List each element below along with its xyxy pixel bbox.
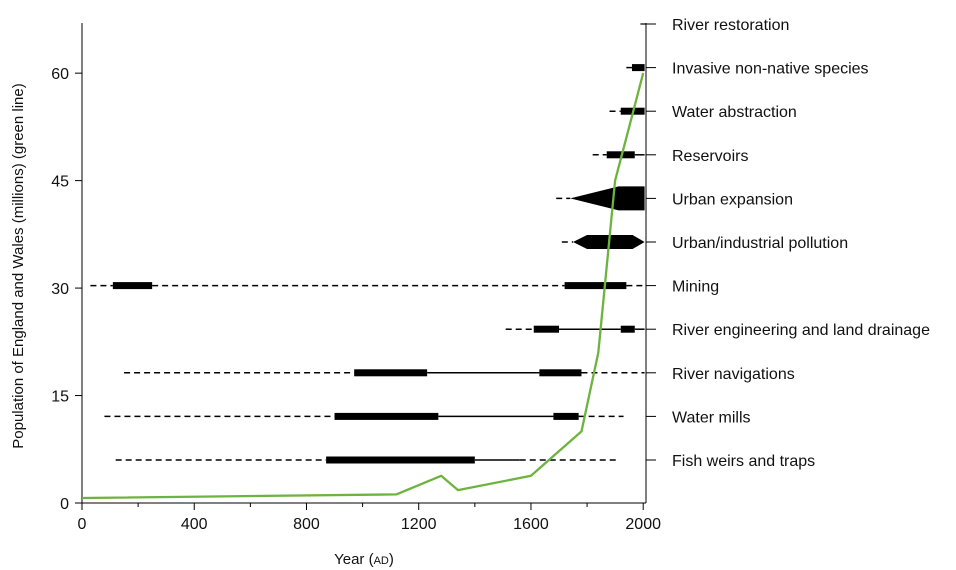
pressure-label: Water abstraction	[672, 104, 797, 121]
pressure-row	[556, 186, 656, 211]
bar-segment	[354, 369, 428, 377]
pressure-label: Fish weirs and traps	[672, 453, 815, 470]
bar-segment	[631, 64, 645, 72]
y-tick-label: 45	[51, 174, 69, 191]
population-series-line	[81, 72, 645, 500]
x-tick-label: 400	[181, 516, 208, 533]
pressure-label: Invasive non-native species	[672, 61, 869, 78]
bar-segment	[334, 412, 439, 420]
x-tick-label: 800	[293, 516, 320, 533]
x-axis-title: Year (AD)	[334, 551, 394, 568]
axes: 0 400 800 1200 1600 2000 0 15 30 45 60	[51, 23, 661, 533]
pressure-label: Mining	[672, 279, 719, 296]
x-tick-label: 0	[78, 516, 87, 533]
bar-segment	[553, 412, 579, 420]
y-axis-title: Population of England and Wales (million…	[10, 83, 27, 448]
x-tick-label: 2000	[625, 516, 661, 533]
pressure-labels: River restoration Invasive non-native spe…	[672, 17, 930, 470]
pressure-label: Reservoirs	[672, 148, 748, 165]
bar-segment	[112, 282, 153, 290]
pressure-timelines	[90, 23, 656, 464]
y-tick-label: 0	[60, 496, 69, 513]
pressure-row	[626, 64, 656, 72]
pressure-row	[124, 369, 656, 377]
y-tick-label: 30	[51, 281, 69, 298]
bar-segment	[533, 325, 560, 333]
bar-segment	[620, 325, 635, 333]
pressure-label: River engineering and land drainage	[672, 322, 930, 339]
x-tick-label: 1600	[513, 516, 549, 533]
bar-segment	[564, 282, 627, 290]
y-tick-label: 15	[51, 389, 69, 406]
y-tick-label: 60	[51, 66, 69, 83]
pressure-row	[104, 412, 656, 420]
pressure-row	[115, 456, 656, 464]
pressure-label: Water mills	[672, 409, 751, 426]
wedge-segment	[570, 186, 645, 211]
bar-segment	[539, 369, 582, 377]
pressure-label: River restoration	[672, 17, 789, 34]
pressure-label: River navigations	[672, 366, 795, 383]
x-tick-label: 1200	[401, 516, 437, 533]
pressure-row	[90, 282, 656, 290]
pressure-row	[505, 325, 656, 333]
pressure-label: Urban expansion	[672, 191, 793, 208]
bar-segment	[326, 456, 475, 464]
pressure-label: Urban/industrial pollution	[672, 235, 848, 252]
pressure-row	[592, 151, 656, 159]
population-line	[81, 72, 645, 500]
